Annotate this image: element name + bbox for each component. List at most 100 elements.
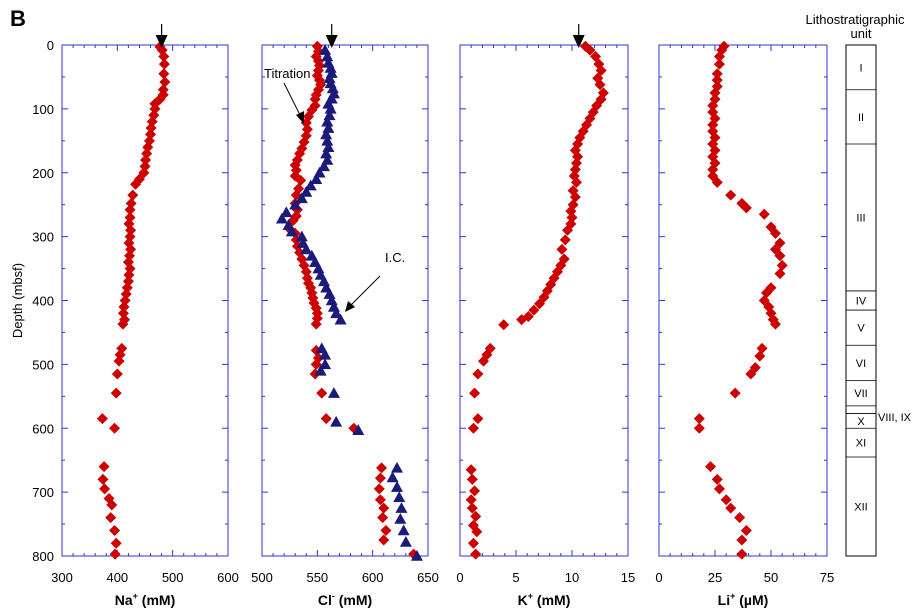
lith-unit-label: X: [857, 416, 865, 428]
ic-data-point: [300, 185, 313, 197]
titration-data-point: [498, 319, 510, 331]
lith-unit-label: VI: [856, 358, 866, 370]
x-tick-label: 650: [417, 570, 439, 585]
titration-data-point: [469, 485, 481, 497]
ic-data-point: [395, 502, 408, 513]
ic-data-point: [391, 461, 404, 473]
ic-data-point: [321, 134, 334, 146]
titration-data-point: [528, 304, 540, 316]
x-axis-title: Li+ (µM): [718, 591, 769, 608]
ic-data-point: [323, 72, 336, 84]
ic-data-point: [330, 307, 343, 319]
ic-data-point: [295, 192, 308, 204]
titration-data-point: [469, 387, 481, 399]
ic-data-point: [317, 160, 330, 172]
titration-data-point: [754, 350, 766, 362]
panel-na: 300 400 500 600 Na+ (mM): [51, 24, 239, 608]
depth-tick-label: 800: [32, 549, 54, 564]
titration-data-point: [711, 68, 723, 80]
titration-data-point: [769, 227, 781, 239]
titration-data-point: [105, 512, 117, 524]
titration-data-point: [97, 473, 109, 485]
titration-data-point: [145, 122, 157, 134]
titration-data-point: [472, 368, 484, 380]
lith-unit-label: XII: [854, 501, 867, 513]
panel-li: 0 25 50 75 Li+ (µM): [655, 40, 834, 608]
ic-data-point: [275, 212, 288, 224]
titration-data-point: [594, 79, 606, 91]
titration-data-point: [113, 355, 125, 367]
lith-unit-label: V: [857, 323, 865, 335]
titration-data-point: [713, 483, 725, 495]
lith-unit-label: VII: [854, 388, 867, 400]
depth-tick-label: 400: [32, 294, 54, 309]
titration-data-point: [711, 74, 723, 86]
titration-data-point: [709, 87, 721, 99]
plot-frame: [61, 44, 229, 557]
titration-data-point: [562, 224, 574, 236]
titration-data-point: [130, 178, 142, 190]
titration-data-point: [96, 413, 108, 425]
titration-data-point: [309, 93, 321, 105]
titration-data-point: [470, 510, 482, 522]
seawater-arrow: [155, 24, 168, 48]
titration-data-point: [707, 119, 719, 131]
titration-data-point: [713, 58, 725, 70]
titration-data-point: [713, 50, 725, 62]
titration-data-point: [590, 50, 602, 62]
depth-tick-label: 300: [32, 230, 54, 245]
titration-data-point: [377, 512, 389, 524]
ic-data-point: [295, 230, 308, 242]
titration-data-point: [769, 318, 781, 330]
depth-tick-label: 600: [32, 421, 54, 436]
titration-data-point: [776, 259, 788, 271]
ic-data-point: [391, 481, 404, 492]
titration-data-point: [740, 202, 752, 214]
x-axis-title: K+ (mM): [518, 591, 571, 608]
x-tick-label: 600: [217, 570, 239, 585]
ic-data-point: [314, 364, 327, 376]
titration-data-point: [472, 413, 484, 425]
titration-data-point: [378, 534, 390, 546]
titration-data-point: [109, 524, 121, 536]
titration-data-point: [158, 50, 170, 62]
titration-data-point: [745, 368, 757, 380]
depth-tick-label: 700: [32, 485, 54, 500]
titration-data-point: [595, 65, 607, 77]
ic-data-point: [394, 512, 407, 524]
depth-tick-label: 200: [32, 166, 54, 181]
depth-tick-label: 0: [47, 38, 54, 53]
titration-data-point: [320, 413, 332, 425]
titration-data-point: [158, 58, 170, 70]
ic-data-point: [285, 225, 298, 237]
lith-unit-label: II: [858, 112, 864, 124]
titration-data-point: [465, 464, 477, 476]
titration-data-point: [118, 301, 130, 313]
titration-data-point: [725, 189, 737, 201]
titration-data-point: [124, 204, 136, 216]
ic-data-point: [327, 387, 340, 398]
titration-data-point: [123, 269, 135, 281]
plot-frame: [261, 44, 429, 557]
ic-data-point: [319, 348, 332, 360]
titration-data-point: [758, 208, 770, 220]
titration-data-point: [705, 461, 717, 473]
titration-data-point: [720, 494, 732, 506]
titration-data-point: [125, 224, 137, 236]
lith-unit-label: IV: [856, 296, 867, 308]
titration-data-point: [140, 154, 152, 166]
x-tick-label: 50: [764, 570, 778, 585]
ic-data-point: [304, 179, 317, 191]
titration-data-point: [570, 176, 582, 188]
ic-data-point: [397, 524, 410, 536]
titration-data-point: [310, 358, 322, 370]
titration-data-point: [110, 387, 122, 399]
ic-data-point: [289, 198, 302, 210]
panel-letter: B: [10, 6, 26, 31]
titration-data-point: [467, 537, 479, 549]
x-tick-label: 400: [106, 570, 128, 585]
ic-data-point: [386, 471, 399, 483]
titration-data-point: [707, 100, 719, 112]
titration-data-point: [295, 174, 307, 186]
titration-data-point: [471, 526, 483, 538]
